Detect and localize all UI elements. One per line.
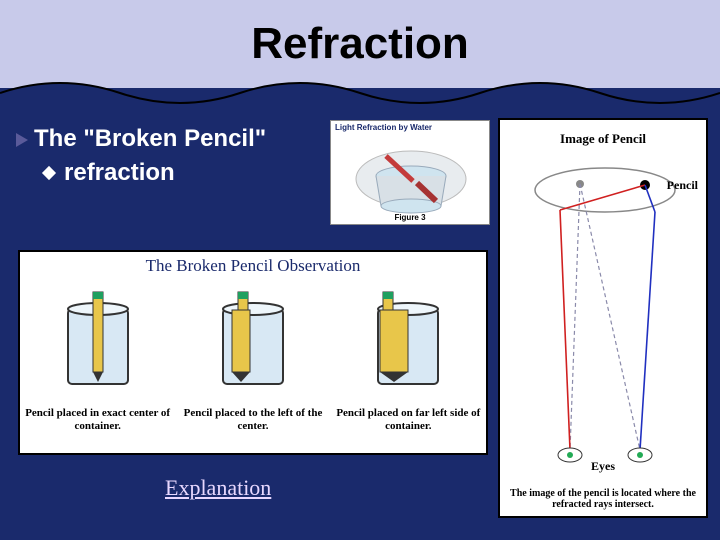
- figure-glass-of-water: Light Refraction by Water Figure 3: [330, 120, 490, 225]
- observation-title: The Broken Pencil Observation: [20, 256, 486, 276]
- bullet-section: The "Broken Pencil" refraction: [16, 125, 266, 187]
- bullet-1-text: The "Broken Pencil": [34, 125, 266, 152]
- figure-caption: Light Refraction by Water: [335, 123, 432, 132]
- pencil-label: Pencil: [667, 178, 698, 193]
- beaker-3-svg: [353, 284, 463, 394]
- beaker-2-svg: [198, 284, 308, 394]
- eraser-icon: [93, 292, 103, 299]
- beaker-1-label: Pencil placed in exact center of contain…: [21, 407, 175, 433]
- explanation-link[interactable]: Explanation: [165, 475, 271, 501]
- panel-eyes-rays: Image of Pencil Pencil Eyes The image of…: [498, 118, 708, 518]
- beaker-col-2: Pencil placed to the left of the center.: [176, 284, 330, 433]
- wave-divider: [0, 78, 720, 108]
- bullet-line-1: The "Broken Pencil": [16, 125, 266, 153]
- eyes-label: Eyes: [591, 459, 615, 474]
- beaker-row: Pencil placed in exact center of contain…: [20, 284, 486, 433]
- bullet-line-2: refraction: [44, 159, 266, 187]
- slide-title: Refraction: [251, 19, 469, 69]
- diamond-icon: [42, 166, 56, 180]
- beaker-2-label: Pencil placed to the left of the center.: [176, 407, 330, 433]
- arrow-icon: [16, 133, 28, 147]
- figure-number: Figure 3: [394, 213, 425, 222]
- image-of-pencil-label: Image of Pencil: [560, 132, 646, 146]
- beaker-3-label: Pencil placed on far left side of contai…: [331, 407, 485, 433]
- beaker-col-1: Pencil placed in exact center of contain…: [21, 284, 175, 433]
- slide-header: Refraction: [0, 0, 720, 88]
- eyes-footnote: The image of the pencil is located where…: [506, 488, 700, 510]
- bullet-2-text: refraction: [64, 159, 175, 186]
- panel-broken-pencil-observation: The Broken Pencil Observation Pencil pla…: [18, 250, 488, 455]
- glass-svg: [331, 121, 491, 226]
- beaker-1-svg: [43, 284, 153, 394]
- beaker-col-3: Pencil placed on far left side of contai…: [331, 284, 485, 433]
